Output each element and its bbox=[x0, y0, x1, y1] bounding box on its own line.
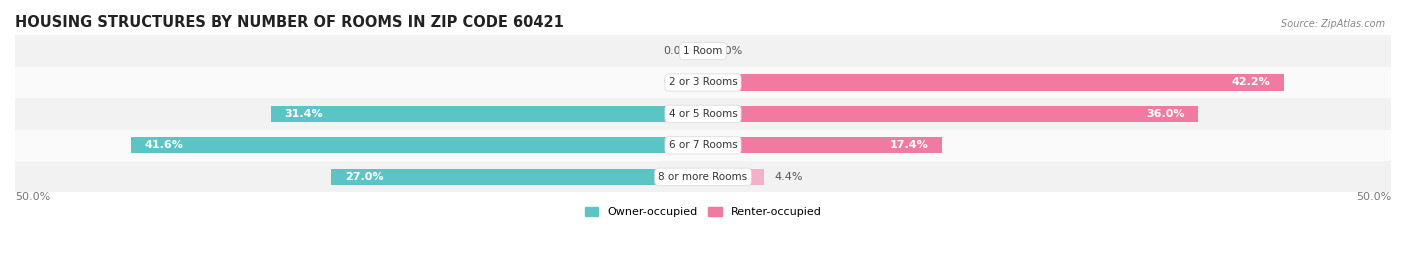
Bar bbox=[271, 106, 703, 122]
Text: 27.0%: 27.0% bbox=[346, 172, 384, 182]
Legend: Owner-occupied, Renter-occupied: Owner-occupied, Renter-occupied bbox=[581, 202, 825, 221]
Bar bbox=[703, 106, 1198, 122]
Text: 36.0%: 36.0% bbox=[1146, 109, 1185, 119]
Text: HOUSING STRUCTURES BY NUMBER OF ROOMS IN ZIP CODE 60421: HOUSING STRUCTURES BY NUMBER OF ROOMS IN… bbox=[15, 15, 564, 30]
Bar bbox=[15, 98, 1391, 130]
Text: 0.0%: 0.0% bbox=[714, 46, 742, 56]
Bar bbox=[15, 35, 1391, 67]
Text: 8 or more Rooms: 8 or more Rooms bbox=[658, 172, 748, 182]
Bar bbox=[15, 67, 1391, 98]
Bar bbox=[15, 130, 1391, 161]
Text: 0.0%: 0.0% bbox=[664, 46, 692, 56]
Text: 4 or 5 Rooms: 4 or 5 Rooms bbox=[669, 109, 737, 119]
Text: 50.0%: 50.0% bbox=[1355, 192, 1391, 203]
Text: 50.0%: 50.0% bbox=[15, 192, 51, 203]
Bar bbox=[703, 74, 1284, 91]
Text: 6 or 7 Rooms: 6 or 7 Rooms bbox=[669, 140, 737, 150]
Text: 0.0%: 0.0% bbox=[664, 77, 692, 87]
Bar bbox=[131, 137, 703, 154]
Text: 31.4%: 31.4% bbox=[284, 109, 323, 119]
Text: 1 Room: 1 Room bbox=[683, 46, 723, 56]
Text: 41.6%: 41.6% bbox=[145, 140, 183, 150]
Text: 42.2%: 42.2% bbox=[1232, 77, 1270, 87]
Bar bbox=[703, 169, 763, 185]
Bar bbox=[332, 169, 703, 185]
Text: Source: ZipAtlas.com: Source: ZipAtlas.com bbox=[1281, 19, 1385, 29]
Text: 17.4%: 17.4% bbox=[890, 140, 929, 150]
Text: 4.4%: 4.4% bbox=[775, 172, 803, 182]
Text: 2 or 3 Rooms: 2 or 3 Rooms bbox=[669, 77, 737, 87]
Bar bbox=[15, 161, 1391, 192]
Bar bbox=[703, 137, 942, 154]
